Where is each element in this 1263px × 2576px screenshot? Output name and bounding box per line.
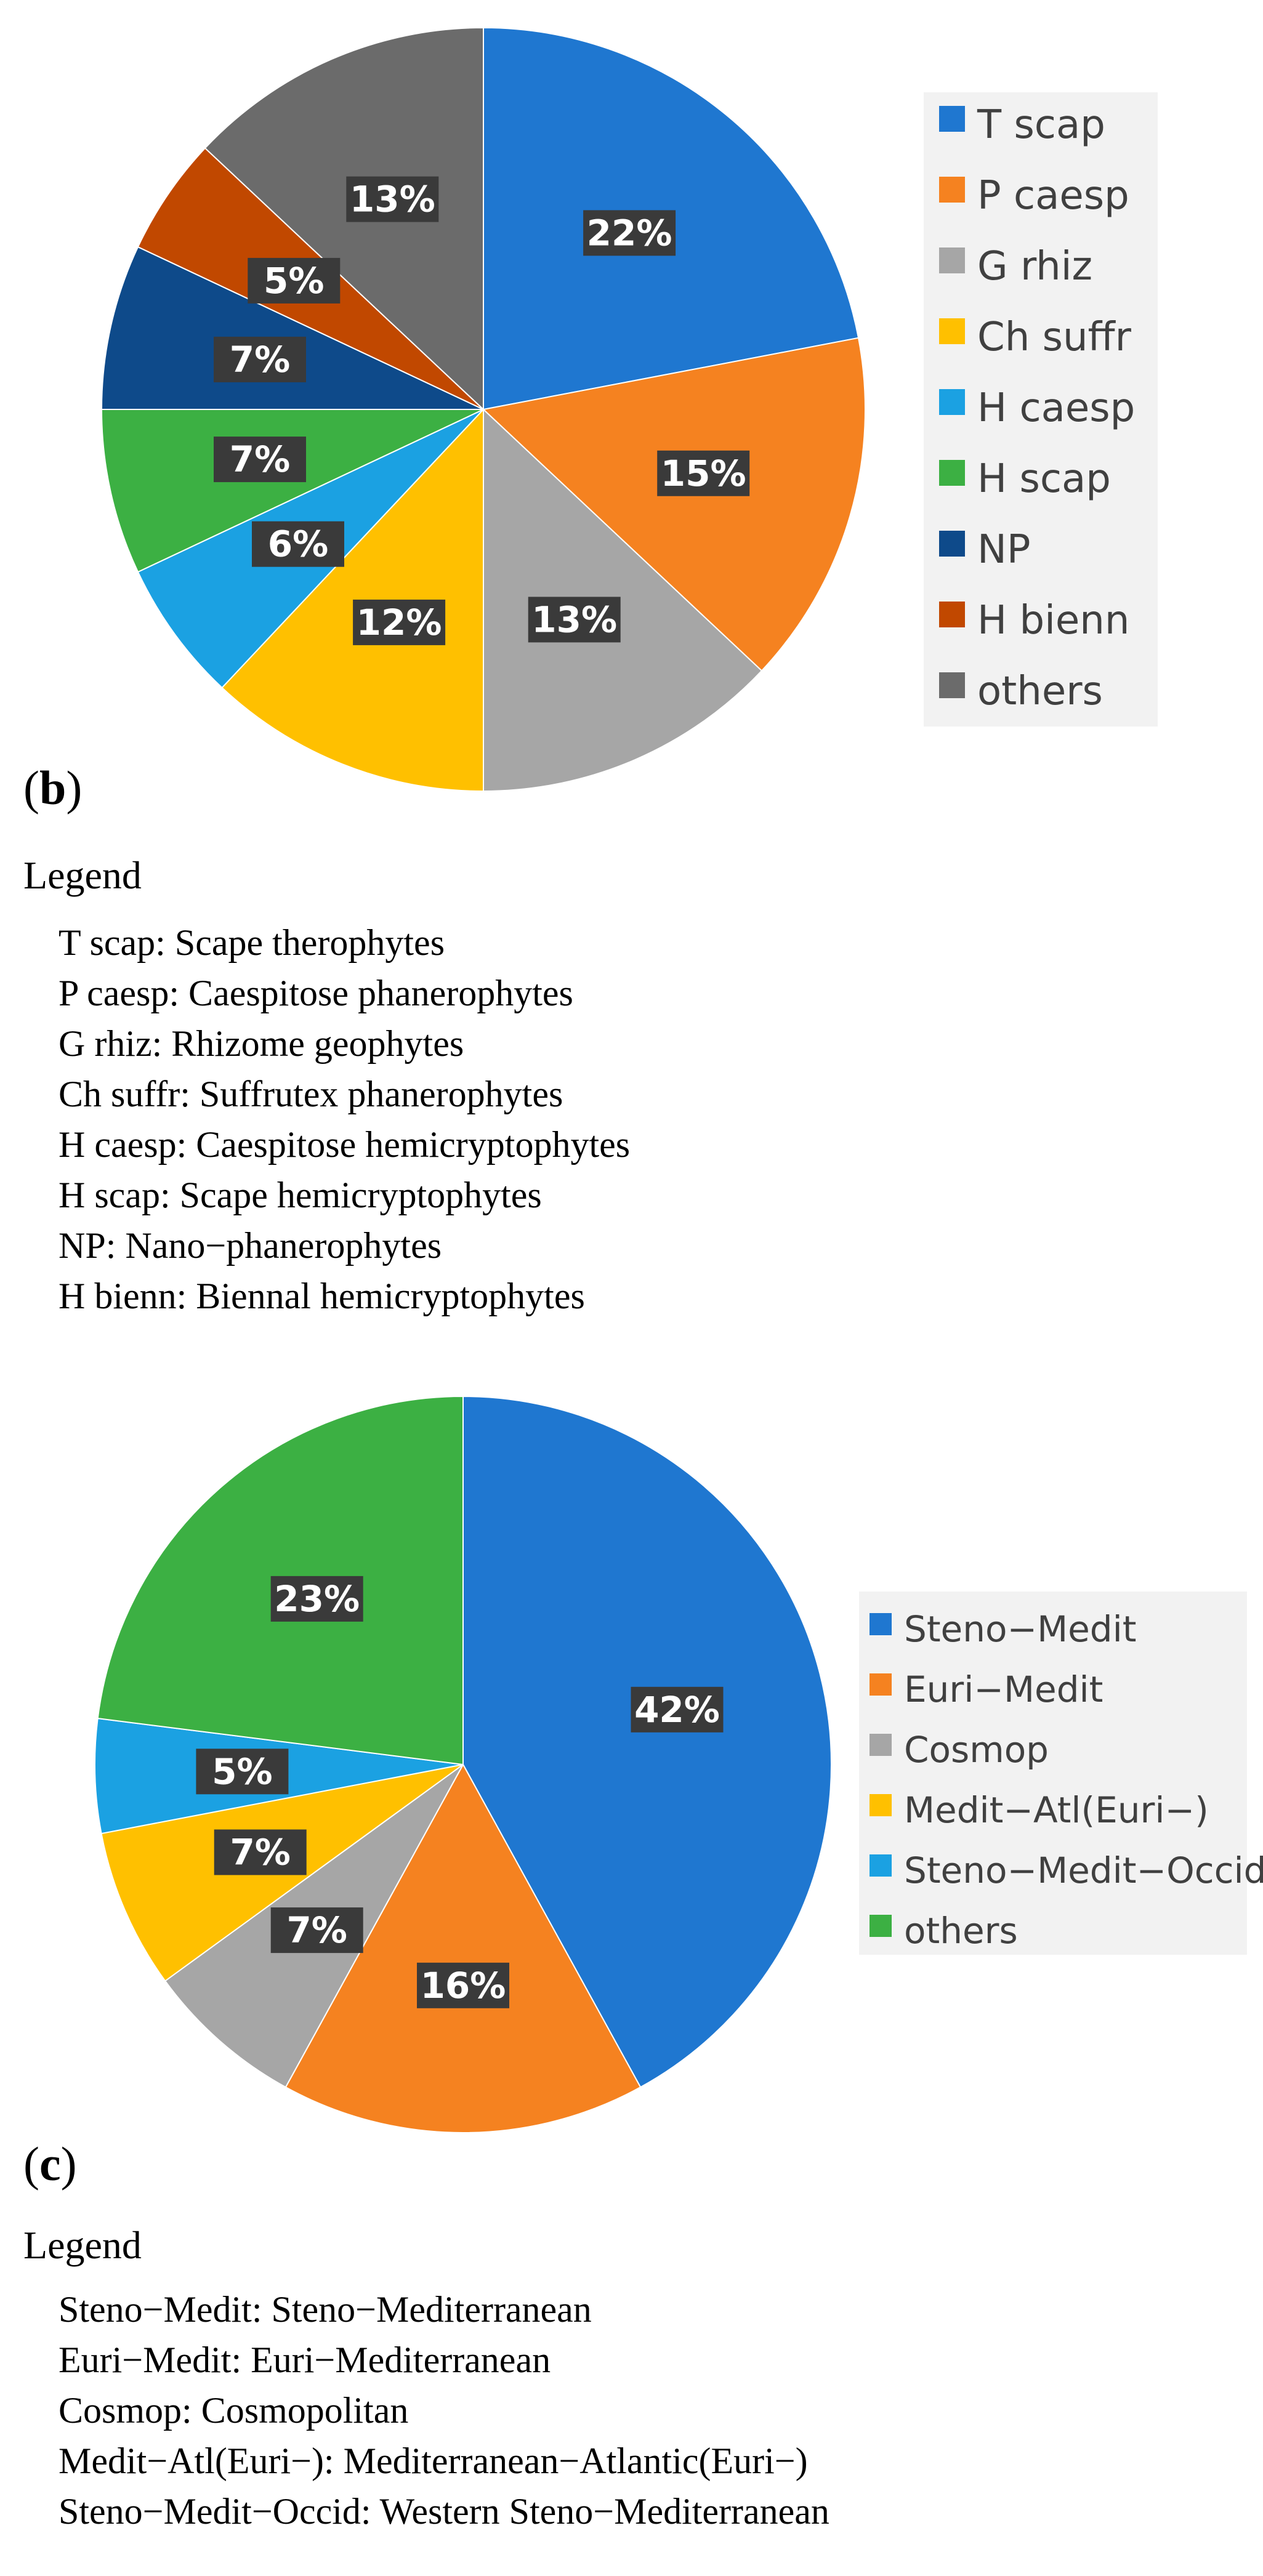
pie-c-data-label: 23%: [274, 1578, 360, 1620]
legend-b-swatch-h-caesp: [939, 389, 965, 415]
definition-item: Steno−Medit−Occid: Western Steno−Mediter…: [59, 2491, 829, 2532]
pie-c-data-labels: 42% 16% 7% 7% 5% 23%: [196, 1576, 724, 2008]
pie-c-data-label-box: [270, 1576, 363, 1622]
pie-b-slice-ch-suffr: [221, 408, 484, 792]
pie-c-data-label-box: [417, 1962, 509, 2008]
pie-b-data-label: 12%: [357, 602, 442, 643]
legend-c-label-medit-atl-euri: Medit−Atl(Euri−): [904, 1789, 1209, 1831]
legend-b-label-h-scap: H scap: [977, 456, 1111, 502]
legend-b-label-g-rhiz: G rhiz: [977, 244, 1092, 289]
panel-label-c: (c): [23, 2137, 77, 2191]
pie-b-data-label: 22%: [587, 212, 672, 254]
definition-item: P caesp: Caespitose phanerophytes: [59, 973, 573, 1013]
pie-b-slice-g-rhiz: [483, 408, 763, 792]
legend-c-swatch-others: [870, 1915, 892, 1937]
definition-item: Ch suffr: Suffrutex phanerophytes: [59, 1074, 563, 1114]
pie-b-data-label-box: [214, 437, 306, 483]
legend-c-swatch-steno-medit-occid: [870, 1854, 892, 1877]
legend-c-swatch-medit-atl-euri: [870, 1794, 892, 1816]
pie-c-data-label-box: [631, 1686, 724, 1733]
legend-b-label-others: others: [977, 669, 1103, 714]
definitions-list-b: T scap: Scape therophytes P caesp: Caespi…: [59, 917, 630, 1321]
definition-item: H scap: Scape hemicryptophytes: [59, 1175, 542, 1215]
legend-b-swatch-p-caesp: [939, 177, 965, 203]
definition-item: T scap: Scape therophytes: [59, 922, 445, 963]
pie-c-data-label: 7%: [286, 1909, 347, 1951]
pie-b-data-label: 7%: [230, 339, 290, 380]
pie-c-data-label: 16%: [421, 1965, 506, 2006]
legend-c-swatch-cosmop: [870, 1734, 892, 1756]
pie-b-slice-h-scap: [100, 409, 484, 573]
legend-b-swatch-np: [939, 531, 965, 557]
panel-letter-b: b: [39, 761, 67, 815]
legend-c-label-steno-medit-occid: Steno−Medit−Occid: [904, 1849, 1263, 1891]
pie-c-data-label-box: [214, 1829, 307, 1875]
legend-title-b: Legend: [23, 853, 142, 897]
pie-chart-b: 22% 15% 13% 12% 6% 7% 7% 5% 13% T scap P caesp G r…: [100, 26, 1158, 792]
legend-title-c: Legend: [23, 2223, 142, 2267]
legend-c-label-others: others: [904, 1910, 1018, 1952]
legend-c: Steno−Medit Euri−Medit Cosmop Medit−Atl(Eur…: [870, 1608, 1263, 1952]
pie-chart-c: 42% 16% 7% 7% 5% 23% Steno−Medit Euri−Medit Cos…: [94, 1395, 1263, 2133]
pie-b-slice-others: [204, 26, 484, 411]
pie-b-data-label-box: [353, 599, 446, 645]
pie-b-data-label-box: [346, 176, 439, 222]
legend-b-swatch-t-scap: [939, 106, 965, 132]
legend-b-label-np: NP: [977, 527, 1030, 573]
pie-b-data-labels: 22% 15% 13% 12% 6% 7% 7% 5% 13%: [214, 176, 750, 645]
pie-b-data-label: 13%: [350, 179, 435, 220]
legend-b-label-ch-suffr: Ch suffr: [977, 315, 1132, 360]
pie-b-data-label: 5%: [264, 260, 324, 302]
definition-item: NP: Nano−phanerophytes: [59, 1225, 442, 1266]
definition-item: Steno−Medit: Steno−Mediterranean: [59, 2289, 592, 2330]
pie-b-data-label-box: [248, 257, 341, 304]
definition-item: Medit−Atl(Euri−): Mediterranean−Atlantic…: [59, 2441, 808, 2481]
pie-c-data-label: 42%: [634, 1689, 720, 1731]
panel-label-b: (b): [23, 761, 83, 815]
pie-b-data-label: 13%: [531, 598, 617, 640]
pie-c-data-label-box: [196, 1749, 289, 1795]
legend-c-label-euri-medit: Euri−Medit: [904, 1668, 1103, 1710]
pie-b-slice-p-caesp: [482, 337, 866, 672]
definition-item: Cosmop: Cosmopolitan: [59, 2390, 409, 2431]
definition-item: Euri−Medit: Euri−Mediterranean: [59, 2340, 551, 2380]
pie-b-data-label-box: [528, 597, 621, 643]
pie-c-data-label: 7%: [230, 1832, 290, 1874]
pie-b-data-label-box: [583, 210, 676, 256]
definition-item: G rhiz: Rhizome geophytes: [59, 1023, 464, 1064]
legend-c-label-cosmop: Cosmop: [904, 1729, 1049, 1771]
legend-c-swatch-steno-medit: [870, 1613, 892, 1635]
legend-b: T scap P caesp G rhiz Ch suffr H caesp H scap…: [939, 102, 1135, 714]
legend-b-swatch-h-bienn: [939, 602, 965, 627]
pie-c-slice-steno-medit: [462, 1395, 832, 2088]
pie-b-slices: [100, 26, 866, 792]
pie-b-slice-np: [100, 246, 484, 410]
pie-c-data-label-box: [270, 1907, 363, 1954]
pie-c-data-label: 5%: [212, 1750, 272, 1792]
definitions-list-c: Steno−Medit: Steno−Mediterranean Euri−Med…: [59, 2284, 829, 2537]
legend-b-swatch-ch-suffr: [939, 318, 965, 344]
definition-item: H caesp: Caespitose hemicryptophytes: [59, 1124, 631, 1165]
legend-b-swatch-g-rhiz: [939, 248, 965, 273]
legend-b-swatch-others: [939, 672, 965, 698]
pie-b-data-label-box: [214, 336, 306, 382]
definition-item: H bienn: Biennal hemicryptophytes: [59, 1276, 585, 1316]
legend-c-swatch-euri-medit: [870, 1673, 892, 1696]
pie-b-data-label: 6%: [268, 523, 328, 565]
pie-b-data-label: 7%: [230, 438, 290, 480]
pie-c-slice-euri-medit: [284, 1763, 642, 2133]
pie-b-data-label-box: [657, 450, 750, 496]
panel-letter-c: c: [39, 2137, 61, 2191]
legend-b-label-t-scap: T scap: [977, 102, 1105, 148]
legend-c-label-steno-medit: Steno−Medit: [904, 1608, 1136, 1650]
pie-b-data-label: 15%: [661, 453, 746, 494]
legend-b-swatch-h-scap: [939, 460, 965, 486]
legend-b-label-h-bienn: H bienn: [977, 598, 1129, 643]
legend-b-label-p-caesp: P caesp: [977, 173, 1129, 219]
pie-b-data-label-box: [252, 521, 344, 567]
legend-b-label-h-caesp: H caesp: [977, 385, 1135, 431]
legend-c-background: [859, 1592, 1247, 1955]
